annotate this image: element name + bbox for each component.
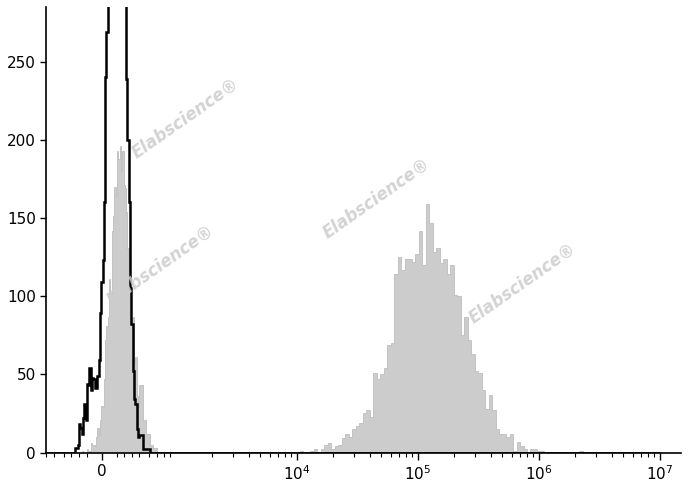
Polygon shape bbox=[46, 146, 660, 453]
Text: Elabscience®: Elabscience® bbox=[319, 155, 433, 242]
Text: Elabscience®: Elabscience® bbox=[129, 74, 243, 162]
Text: Elabscience®: Elabscience® bbox=[103, 221, 217, 309]
Text: Elabscience®: Elabscience® bbox=[465, 240, 579, 327]
